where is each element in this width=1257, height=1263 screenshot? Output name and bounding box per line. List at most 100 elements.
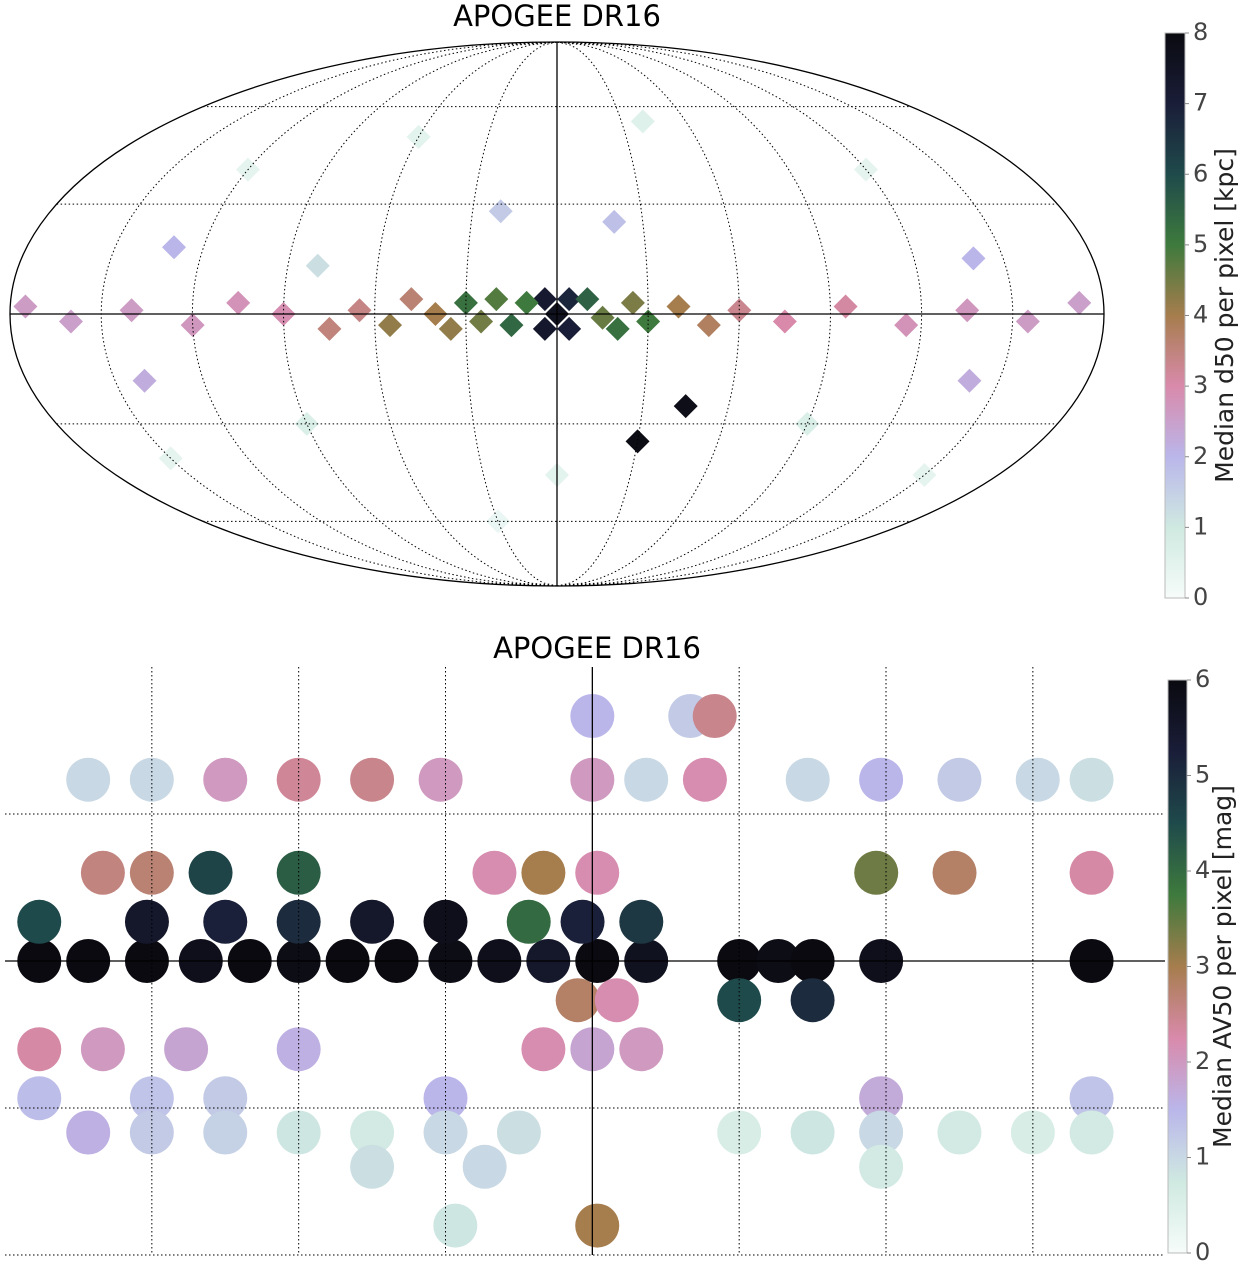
cell [423,899,468,944]
cell [772,309,797,334]
cell [13,294,38,319]
cell [532,316,557,341]
cell [80,850,125,895]
cell [620,290,645,315]
colorbar-tick-label: 1 [1195,1143,1210,1171]
cell [438,316,463,341]
cell [1069,850,1114,895]
colorbar [1167,679,1188,1254]
cell [619,1027,664,1072]
meridian [556,41,923,587]
cell [521,850,566,895]
colorbar-tick-label: 3 [1193,371,1208,399]
colorbar-tick-label: 4 [1195,856,1210,884]
colorbar-tick-label: 8 [1193,18,1208,46]
cell [203,757,248,802]
colorbar-tick-label: 5 [1193,230,1208,258]
cell [575,850,620,895]
colorbar-tick-label: 7 [1193,89,1208,117]
cell [276,850,321,895]
cell [560,899,605,944]
cell [350,1144,395,1189]
cell [957,368,982,393]
cell [557,316,582,341]
cell [350,899,395,944]
colorbar-tick-label: 1 [1193,512,1208,540]
cell [453,290,478,315]
cell [162,235,187,260]
cell [506,899,551,944]
cell [1015,309,1040,334]
cell [859,1110,904,1155]
cell [132,368,157,393]
cell [203,899,248,944]
cell [575,287,600,312]
chart-title: APOGEE DR16 [453,0,661,33]
cell [937,757,982,802]
cell [496,1110,541,1155]
cell [636,309,661,334]
cell [692,694,737,738]
cell [521,1027,566,1072]
cell [58,309,83,334]
colorbar-tick-label: 6 [1193,159,1208,187]
cell [859,1076,904,1121]
cell [203,1076,248,1121]
cell [590,305,615,330]
colorbar-tick-label: 2 [1195,1047,1210,1075]
cell [276,899,321,944]
cell [423,1076,468,1121]
cell [484,287,509,312]
cell [124,899,169,944]
colorbar-tick-label: 4 [1193,301,1208,329]
cell [514,290,539,315]
colorbar-tick-label: 0 [1195,1238,1210,1263]
meridian [465,41,558,587]
cell [602,209,627,234]
cell [624,757,669,802]
cell [350,757,395,802]
cell [1015,757,1060,802]
colorbar [1164,32,1186,599]
cell [955,298,980,323]
cell [469,309,494,334]
cell [462,1144,507,1189]
cell [347,298,372,323]
cell [961,246,986,271]
cell [790,1110,835,1155]
map-cells [17,694,1114,1248]
cell [17,899,62,944]
cell [129,850,174,895]
cell [557,287,582,312]
cell [790,978,835,1023]
cell [555,978,600,1023]
chart-title: APOGEE DR16 [493,631,701,665]
cell [605,316,630,341]
cell [119,298,144,323]
cell [912,463,937,488]
cell [433,1203,478,1248]
cell [66,757,111,802]
cell [682,757,727,802]
map-outline [9,41,1105,587]
cell [727,298,752,323]
colorbar-tick-label: 5 [1195,761,1210,789]
map-cells [13,109,1092,534]
cell [226,290,251,315]
cell [625,429,650,454]
colorbar-tick-label: 2 [1193,442,1208,470]
cell [399,287,424,312]
colorbar-label: Median AV50 per pixel [mag] [1208,785,1237,1148]
cell [854,850,899,895]
cell [499,313,524,338]
cell [1069,1076,1114,1121]
cell [619,899,664,944]
cell [1069,1110,1114,1155]
cell [673,394,698,419]
cell [795,411,820,436]
cell [1069,757,1114,802]
cell [859,757,904,802]
cell [17,1076,62,1121]
